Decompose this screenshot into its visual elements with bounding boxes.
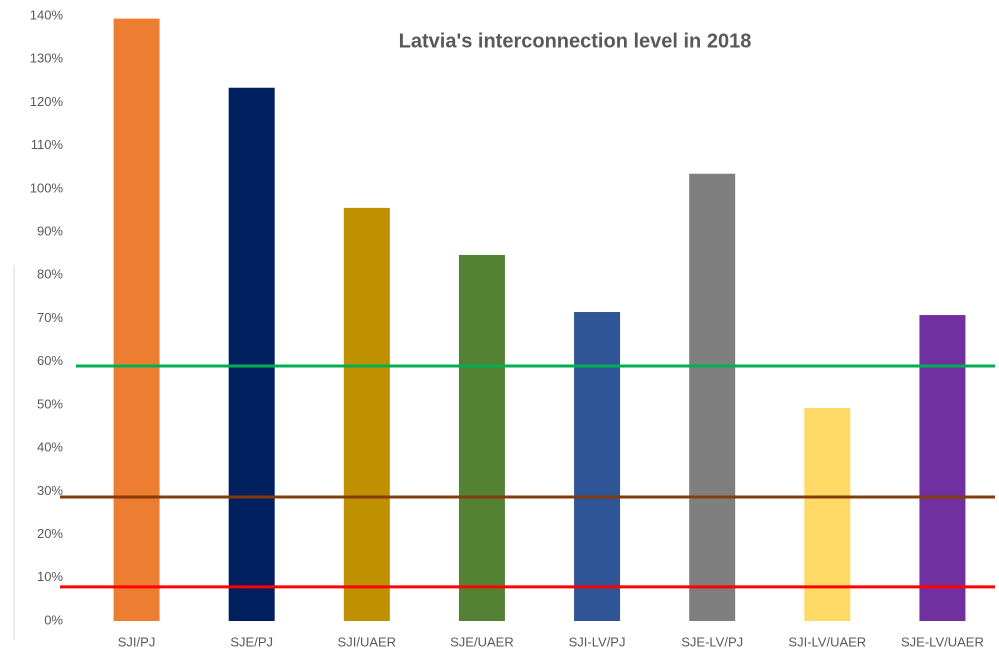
x-tick-label: SJI/UAER: [338, 634, 397, 649]
chart-title: Latvia's interconnection level in 2018: [399, 30, 752, 52]
y-tick-label: 70%: [37, 310, 63, 325]
x-tick-label: SJI-LV/PJ: [569, 634, 626, 649]
x-tick-label: SJE-LV/PJ: [681, 634, 743, 649]
x-tick-label: SJE-LV/UAER: [901, 634, 984, 649]
y-tick-label: 100%: [30, 180, 64, 195]
bar: [919, 315, 966, 621]
x-tick-label: SJI-LV/UAER: [788, 634, 866, 649]
y-tick-label: 30%: [37, 483, 63, 498]
x-tick-label: SJE/UAER: [450, 634, 514, 649]
bar: [228, 87, 275, 621]
bar: [458, 254, 505, 621]
y-tick-label: 40%: [37, 440, 63, 455]
bar: [689, 173, 736, 621]
y-tick-label: 50%: [37, 396, 63, 411]
y-tick-label: 90%: [37, 224, 63, 239]
y-tick-label: 60%: [37, 353, 63, 368]
bar: [113, 18, 160, 622]
y-tick-label: 120%: [30, 94, 64, 109]
bar: [574, 312, 621, 621]
x-tick-label: SJE/PJ: [230, 634, 273, 649]
y-tick-label: 80%: [37, 267, 63, 282]
x-tick-label: SJI/PJ: [118, 634, 156, 649]
bar: [343, 207, 390, 621]
y-tick-label: 130%: [30, 51, 64, 66]
y-tick-label: 20%: [37, 526, 63, 541]
bar: [804, 407, 851, 621]
y-tick-label: 140%: [30, 7, 64, 22]
y-tick-label: 10%: [37, 569, 63, 584]
y-tick-label: 110%: [31, 137, 64, 152]
y-tick-label: 0%: [44, 612, 63, 627]
